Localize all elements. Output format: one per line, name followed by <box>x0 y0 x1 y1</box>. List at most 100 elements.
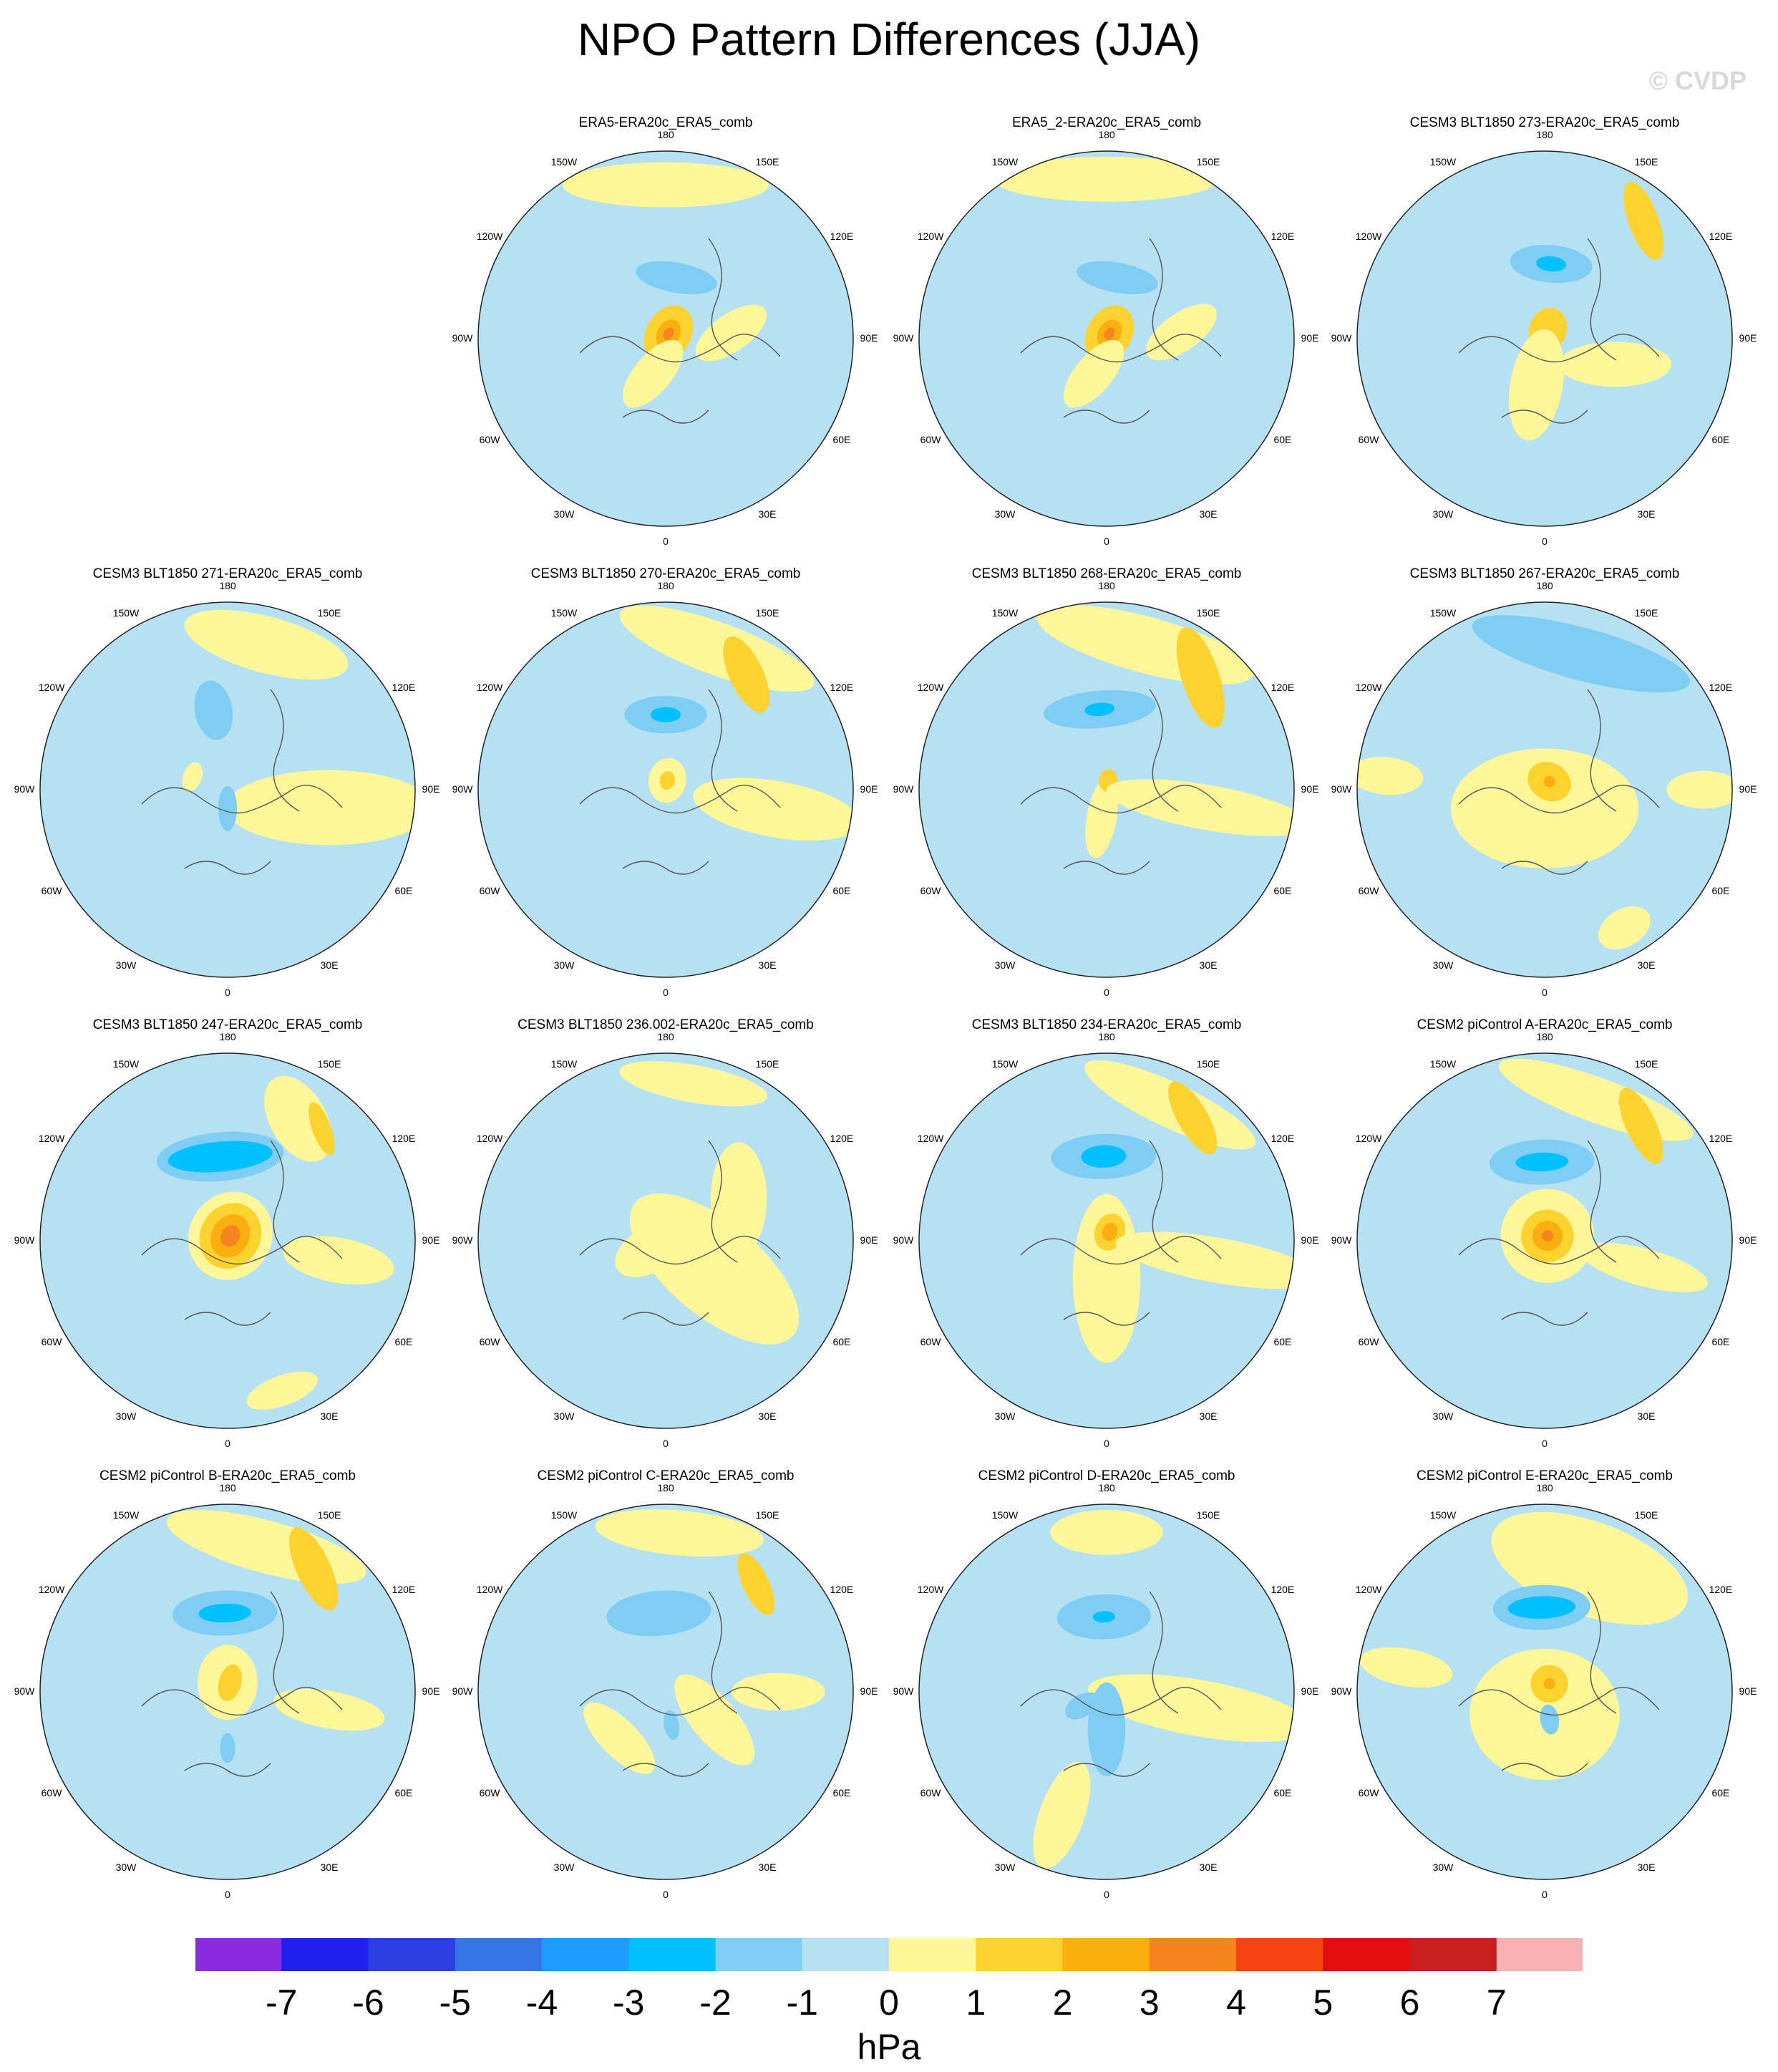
longitude-label: 150W <box>991 1058 1019 1070</box>
longitude-label: 150E <box>1634 1058 1658 1070</box>
longitude-label: 30W <box>1432 959 1454 971</box>
longitude-label: 120W <box>476 1133 503 1144</box>
colorbar-tick-label: 2 <box>1052 1983 1073 2023</box>
negative-anomaly <box>1081 1145 1127 1168</box>
longitude-label: 120W <box>476 231 503 242</box>
longitude-label: 90E <box>422 1234 440 1246</box>
map-border <box>39 1052 416 1429</box>
longitude-label: 150W <box>991 607 1019 619</box>
positive-anomaly <box>737 1553 775 1615</box>
longitude-label: 30E <box>1637 1861 1656 1873</box>
polar-map <box>39 601 416 978</box>
colorbar-tick-label: -2 <box>699 1983 732 2023</box>
longitude-label: 180 <box>1098 1482 1115 1494</box>
positive-anomaly <box>1176 627 1225 728</box>
polar-map <box>477 1504 854 1880</box>
positive-anomaly <box>264 1075 332 1162</box>
negative-anomaly <box>1507 1596 1576 1619</box>
colorbar-tick-label: 6 <box>1399 1983 1420 2023</box>
longitude-label: 60W <box>41 885 62 896</box>
longitude-label: 60W <box>1358 1336 1379 1347</box>
longitude-label: 60W <box>1358 1787 1379 1799</box>
longitude-label: 30W <box>994 1410 1016 1422</box>
longitude-label: 30E <box>758 508 777 520</box>
longitude-label: 30E <box>1199 1410 1218 1422</box>
positive-anomaly <box>220 1225 241 1247</box>
longitude-label: 120E <box>1271 231 1295 242</box>
longitude-label: 180 <box>219 1482 236 1494</box>
longitude-label: 120W <box>1355 682 1382 693</box>
longitude-label: 0 <box>1104 987 1109 998</box>
colorbar-swatch <box>281 1937 369 1972</box>
panel-title: ERA5_2-ERA20c_ERA5_comb <box>1011 115 1202 130</box>
panel-title: CESM3 BLT1850 270-ERA20c_ERA5_comb <box>530 566 801 581</box>
panel-title: CESM2 piControl B-ERA20c_ERA5_comb <box>99 1468 356 1483</box>
longitude-label: 90W <box>893 783 914 795</box>
longitude-label: 60W <box>1358 434 1379 445</box>
longitude-label: 60W <box>479 434 500 445</box>
longitude-label: 60W <box>920 1336 941 1347</box>
longitude-label: 150W <box>991 156 1019 168</box>
coastline <box>1020 689 1222 875</box>
longitude-label: 150E <box>1634 1509 1658 1521</box>
longitude-label: 30W <box>553 1861 575 1873</box>
longitude-label: 60W <box>479 1787 500 1799</box>
negative-anomaly <box>1084 702 1115 717</box>
polar-map <box>918 601 1295 978</box>
longitude-label: 90E <box>860 332 878 344</box>
longitude-label: 90E <box>860 1234 878 1246</box>
positive-anomaly <box>695 304 767 362</box>
longitude-label: 60W <box>920 1787 941 1799</box>
longitude-label: 60E <box>394 1787 413 1799</box>
longitude-label: 120E <box>830 1133 854 1144</box>
longitude-label: 90E <box>1739 783 1757 795</box>
longitude-label: 60E <box>1711 1787 1730 1799</box>
longitude-label: 60E <box>394 885 413 896</box>
longitude-label: 60E <box>1711 1336 1730 1347</box>
positive-anomaly <box>1102 1222 1118 1241</box>
longitude-label: 30E <box>758 1861 777 1873</box>
positive-anomaly <box>723 636 770 713</box>
coastline <box>1020 238 1222 424</box>
longitude-label: 120W <box>38 1584 65 1595</box>
panel-title: CESM2 piControl C-ERA20c_ERA5_comb <box>537 1468 795 1483</box>
positive-anomaly <box>1543 1678 1555 1690</box>
longitude-label: 30W <box>553 959 575 971</box>
longitude-label: 90E <box>1301 1685 1319 1697</box>
longitude-label: 90E <box>422 783 440 795</box>
panel-title: CESM3 BLT1850 247-ERA20c_ERA5_comb <box>92 1017 363 1032</box>
map-border <box>918 1504 1295 1880</box>
longitude-label: 90W <box>893 1685 914 1697</box>
longitude-label: 120W <box>917 231 944 242</box>
positive-anomaly <box>622 339 684 408</box>
longitude-label: 90E <box>1739 332 1757 344</box>
longitude-label: 120E <box>1709 231 1733 242</box>
coastline <box>1458 1591 1660 1777</box>
colorbar-swatch <box>976 1937 1063 1972</box>
map-border <box>477 601 854 978</box>
positive-anomaly <box>1033 1761 1091 1869</box>
longitude-label: 150W <box>991 1509 1019 1521</box>
longitude-label: 90E <box>1301 1234 1319 1246</box>
longitude-label: 90W <box>14 1685 35 1697</box>
positive-anomaly <box>218 1664 243 1701</box>
longitude-label: 120E <box>1271 1133 1295 1144</box>
longitude-label: 30W <box>994 1861 1016 1873</box>
longitude-label: 120E <box>1709 682 1733 693</box>
colorbar-unit: hPa <box>857 2027 921 2067</box>
polar-map <box>918 1052 1295 1429</box>
positive-anomaly <box>1104 327 1115 340</box>
negative-anomaly <box>1540 1704 1560 1735</box>
polar-map <box>918 150 1295 527</box>
colorbar-swatch <box>195 1937 282 1972</box>
longitude-label: 180 <box>219 1031 236 1042</box>
longitude-label: 60E <box>1711 434 1730 445</box>
longitude-label: 150E <box>755 156 779 168</box>
longitude-label: 120E <box>392 682 416 693</box>
longitude-label: 90E <box>860 783 878 795</box>
longitude-label: 120E <box>1709 1584 1733 1595</box>
longitude-label: 30W <box>553 1410 575 1422</box>
longitude-label: 90W <box>893 1234 914 1246</box>
longitude-label: 90W <box>14 783 35 795</box>
colorbar-swatch <box>455 1937 543 1972</box>
